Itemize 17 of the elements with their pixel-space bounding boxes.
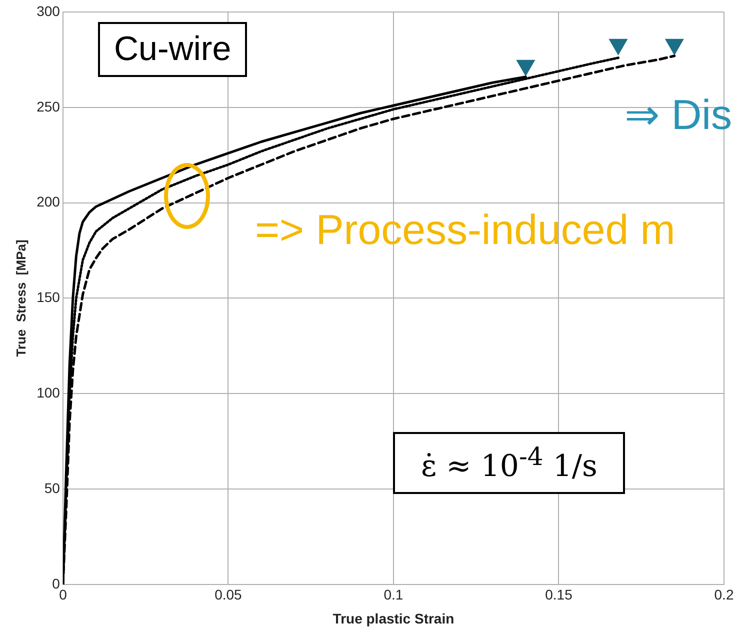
annotation: Cu-wire [98, 22, 248, 77]
y-tick-label: 300 [36, 2, 60, 19]
y-tick-label: 150 [36, 289, 60, 306]
annotation: ε̇ ≈ 10$^{-4}$ 1/s [393, 432, 626, 494]
y-tick-label: 100 [36, 384, 60, 400]
x-tick-label: 0.05 [214, 586, 242, 603]
x-tick-label: 0.1 [384, 586, 404, 603]
y-tick-label: 250 [36, 98, 60, 114]
y-tick-label: 0 [52, 575, 60, 592]
x-tick-label: 0.15 [545, 586, 573, 603]
x-axis-title: True plastic Strain [332, 610, 454, 626]
y-tick-label: 50 [44, 480, 60, 496]
annotation: ⇒ Dis [624, 90, 732, 139]
x-tick-label: 0.2 [714, 586, 734, 603]
annotation: => Process-induced m [255, 206, 676, 254]
y-tick-label: 200 [36, 194, 60, 210]
y-axis-title: True Stress [MPa] [13, 240, 28, 357]
